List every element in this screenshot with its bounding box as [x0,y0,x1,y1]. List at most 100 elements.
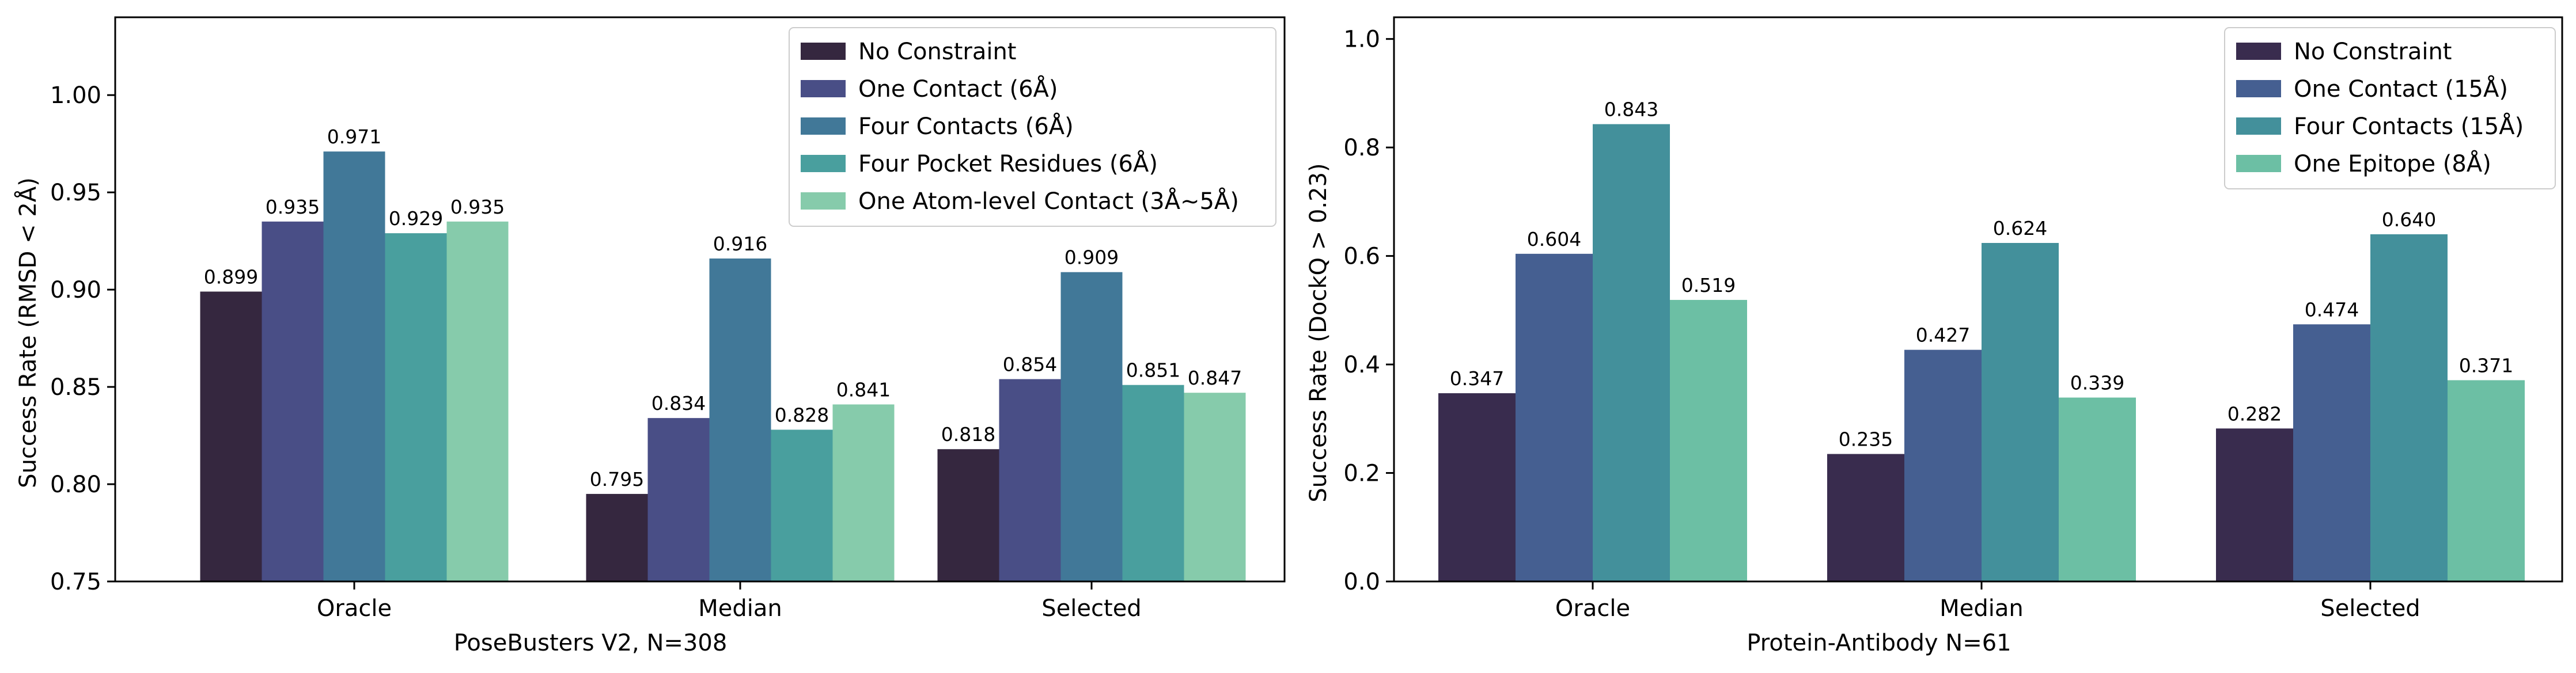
data-label: 0.818 [941,423,995,446]
legend-label: Four Pocket Residues (6Å) [858,150,1158,177]
bar [262,221,324,581]
bar [2370,234,2448,581]
legend-swatch [801,80,846,97]
axes-frame [114,16,1286,583]
bar [2448,380,2525,581]
x-tick-label: Oracle [1555,595,1630,622]
bar [323,151,385,581]
bar [1516,253,1593,581]
data-label: 0.519 [1681,274,1736,296]
y-tick-label: 0.95 [50,180,101,206]
data-label: 0.235 [1839,428,1893,451]
legend-label: One Epitope (8Å) [2294,150,2491,177]
legend-label: No Constraint [2294,39,2452,65]
bar [1122,385,1184,581]
data-label: 0.474 [2305,298,2359,321]
data-label: 0.828 [775,404,829,426]
bar [586,493,648,581]
bar [771,429,833,581]
chart-protein-antibody: Success Rate (DockQ > 0.23) Protein-Anti… [1305,16,2563,656]
data-label: 0.371 [2459,354,2513,377]
legend-swatch [2236,155,2281,172]
data-label: 0.624 [1993,217,2047,239]
y-tick-label: 0.80 [50,472,101,498]
data-label: 0.841 [836,378,891,401]
y-tick-label: 0.2 [1343,461,1380,487]
y-tick-label: 0.75 [50,569,101,595]
bar [709,258,771,581]
axes-frame [1393,16,2563,583]
legend-label: One Contact (6Å) [858,75,1058,102]
legend-label: Four Contacts (6Å) [858,112,1074,140]
y-tick-label: 0.0 [1343,569,1380,595]
legend-swatch [801,155,846,172]
data-label: 0.604 [1527,228,1581,250]
data-label: 0.929 [389,207,443,230]
bar [937,449,999,581]
legend: No Constraint One Contact (6Å) Four Contac… [789,27,1276,227]
x-tick-label: Selected [1041,595,1141,622]
x-axis-label: Protein-Antibody N=61 [1747,630,2011,656]
data-label: 0.427 [1916,324,1970,347]
legend-label: One Atom-level Contact (3Å~5Å) [858,187,1239,215]
bar [1904,349,1982,581]
bar [446,221,509,581]
bar [2293,324,2370,581]
bar [1438,393,1516,581]
y-tick-label: 0.6 [1343,244,1380,270]
chart-posebusters: Success Rate (RMSD < 2Å) PoseBusters V2,… [14,16,1286,656]
data-label: 0.640 [2382,208,2436,231]
bar [999,379,1061,581]
data-label: 0.916 [713,233,767,255]
data-label: 0.282 [2228,402,2282,425]
legend-swatch [2236,43,2281,60]
legend-box [789,27,1276,227]
x-tick-label: Median [698,595,782,622]
bar [200,291,262,581]
legend-swatch [801,117,846,135]
bar [1670,299,1747,581]
x-tick-label: Oracle [317,595,392,622]
data-label: 0.851 [1126,359,1180,382]
bar [1593,124,1670,581]
bar [1060,272,1123,581]
legend-swatch [2236,117,2281,135]
data-label: 0.843 [1604,98,1658,121]
data-label: 0.909 [1065,246,1119,269]
data-label: 0.795 [590,468,644,491]
bar [1184,393,1246,581]
data-label: 0.935 [450,196,505,218]
bar [647,418,710,581]
y-axis-label: Success Rate (DockQ > 0.23) [1305,163,1332,502]
y-tick-label: 1.00 [50,82,101,109]
bars-group [200,151,1246,581]
data-label: 0.347 [1450,367,1504,390]
legend: No Constraint One Contact (15Å) Four Conta… [2224,27,2556,189]
data-label: 0.339 [2070,372,2124,394]
data-label: 0.854 [1003,353,1057,376]
y-tick-label: 0.85 [50,374,101,401]
data-label: 0.899 [204,265,258,288]
x-tick-label: Selected [2320,595,2420,622]
bar [1982,243,2059,581]
bar [2216,428,2293,581]
data-label: 0.834 [651,392,706,415]
legend-label: One Contact (15Å) [2294,75,2508,102]
x-axis-label: PoseBusters V2, N=308 [454,630,728,656]
y-tick-label: 1.0 [1343,26,1380,53]
legend-box [2224,27,2556,189]
bar [2059,397,2136,581]
x-tick-label: Median [1939,595,2024,622]
legend-swatch [2236,80,2281,97]
legend-swatch [801,43,846,60]
bars-group [1438,124,2525,581]
bar [1827,454,1904,581]
data-label: 0.847 [1188,367,1242,389]
y-tick-label: 0.90 [50,277,101,303]
y-axis-label: Success Rate (RMSD < 2Å) [14,177,41,488]
legend-label: No Constraint [858,39,1017,65]
y-tick-label: 0.4 [1343,352,1380,378]
bar [385,233,447,581]
bar [832,404,895,581]
